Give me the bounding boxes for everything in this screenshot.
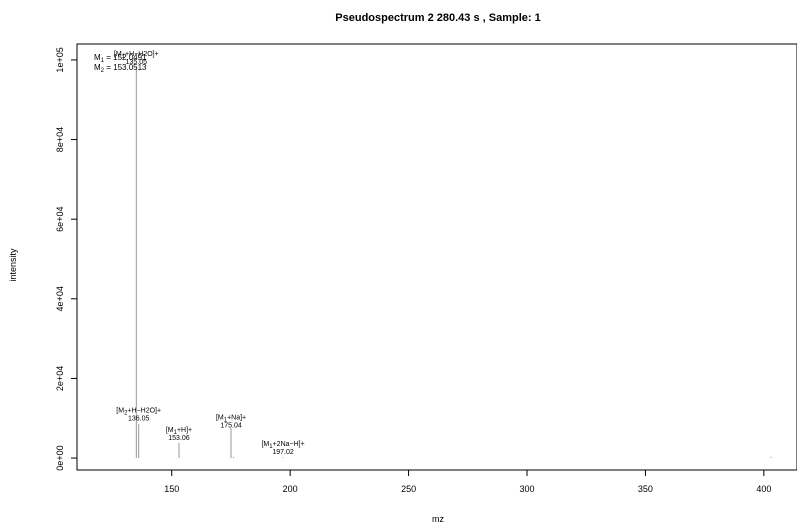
x-tick-label: 300 bbox=[519, 484, 534, 494]
peak-annotation-label: [M1+H]+ bbox=[166, 427, 192, 436]
peak-annotation-value: 136.05 bbox=[128, 415, 150, 422]
peak-annotation-value: 135.05 bbox=[126, 59, 148, 66]
y-axis: 0e+00 2e+04 4e+04 6e+04 8e+04 1e+05 bbox=[55, 47, 78, 471]
peak-annotation-value: 153.06 bbox=[168, 435, 190, 442]
y-tick-label: 6e+04 bbox=[55, 207, 65, 232]
peak-series bbox=[135, 65, 772, 459]
peak-annotation-label: [M2+H−H2O]+ bbox=[116, 407, 161, 416]
x-axis-label: mz bbox=[432, 514, 444, 524]
x-tick-label: 150 bbox=[164, 484, 179, 494]
y-tick-label: 2e+04 bbox=[55, 366, 65, 391]
peak-annotation-value: 197.02 bbox=[272, 449, 294, 456]
mass-entry: M1 = 152.0491 bbox=[94, 53, 147, 64]
y-tick-label: 0e+00 bbox=[55, 445, 65, 470]
x-tick-label: 200 bbox=[283, 484, 298, 494]
y-axis-label: intensity bbox=[8, 248, 18, 282]
x-tick-label: 250 bbox=[401, 484, 416, 494]
peak-annotations: [M1+H−H2O]+135.05 [M2+H−H2O]+136.05 [M1+H]… bbox=[114, 51, 305, 456]
peak-annotation-label: [M1+Na]+ bbox=[216, 414, 246, 423]
peak-annotation-label: [M1+2Na−H]+ bbox=[261, 441, 304, 450]
y-tick-label: 1e+05 bbox=[55, 47, 65, 72]
plot-frame bbox=[76, 43, 797, 471]
mass-entry: M2 = 153.0513 bbox=[94, 63, 147, 74]
x-axis: 150 200 250 300 350 400 bbox=[164, 469, 771, 494]
peak-annotation-value: 175.04 bbox=[220, 422, 242, 429]
y-tick-label: 4e+04 bbox=[55, 286, 65, 311]
x-tick-label: 350 bbox=[638, 484, 653, 494]
x-tick-label: 400 bbox=[756, 484, 771, 494]
peak-annotation-label: [M1+H−H2O]+ bbox=[114, 51, 159, 60]
chart-title: Pseudospectrum 2 280.43 s , Sample: 1 bbox=[335, 12, 540, 24]
y-tick-label: 8e+04 bbox=[55, 127, 65, 152]
